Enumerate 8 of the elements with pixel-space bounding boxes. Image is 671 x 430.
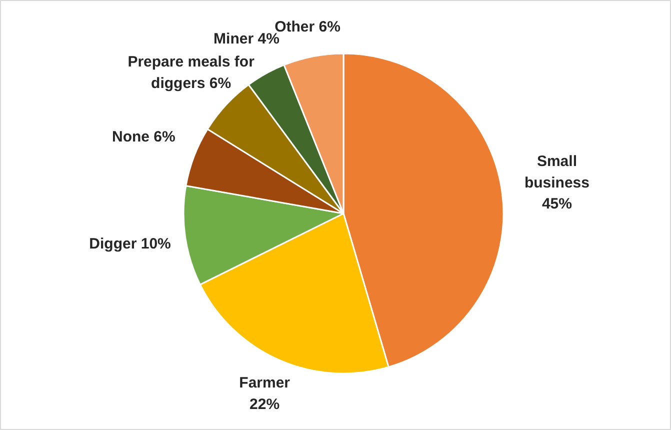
slice-label: Farmer [239, 374, 290, 392]
slice-label: Digger 10% [89, 236, 171, 253]
slice-label: Prepare meals for diggers 6% [128, 54, 255, 92]
data-label: 22% [250, 396, 280, 413]
slice-label: Miner 4% [214, 30, 280, 48]
slice-label: Small business [524, 153, 590, 192]
data-label: 45% [542, 196, 572, 213]
slice-label: None 6% [112, 128, 176, 146]
